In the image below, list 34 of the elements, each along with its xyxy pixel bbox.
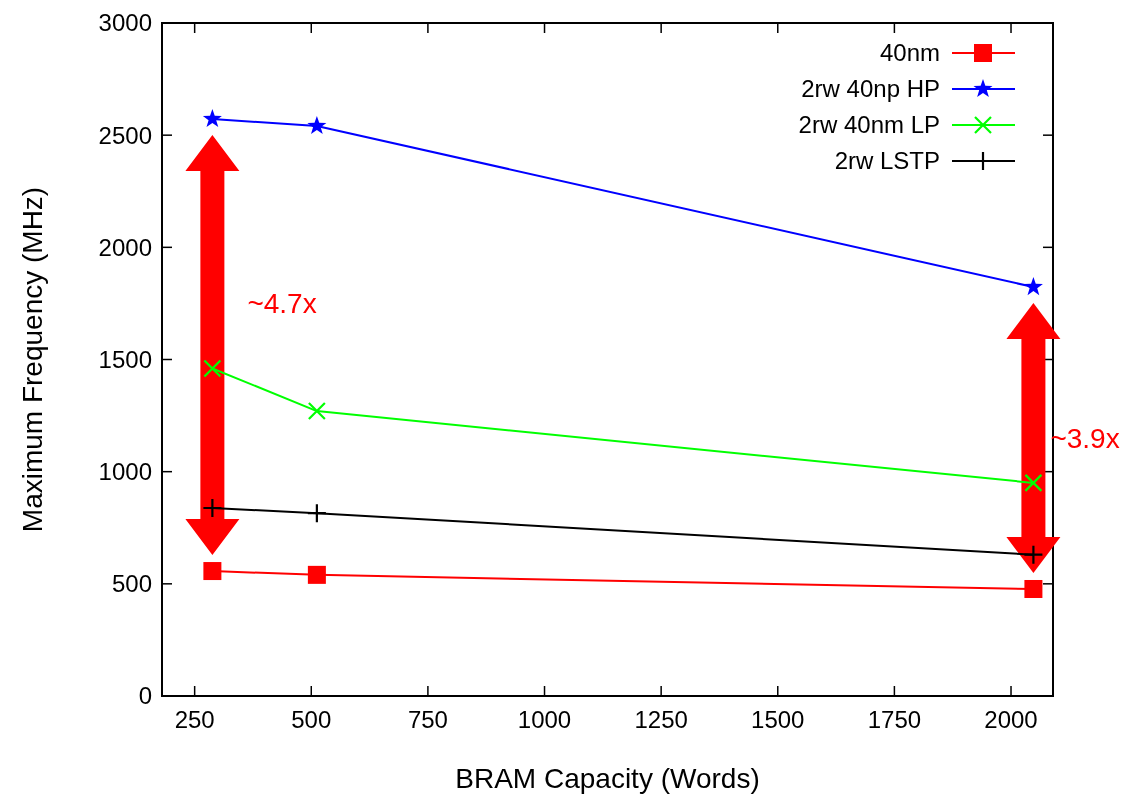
point xyxy=(1023,544,1044,565)
annotation: ~4.7x xyxy=(247,287,317,319)
x-tick-label: 1750 xyxy=(867,706,922,733)
y-tick-label: 2000 xyxy=(98,233,152,261)
legend-label: 2rw LSTP xyxy=(834,147,940,175)
x-tick-label: 750 xyxy=(407,706,448,733)
point xyxy=(307,115,327,135)
point xyxy=(203,359,222,378)
x-tick-label: 1000 xyxy=(517,706,572,733)
y-tick-label: 1000 xyxy=(98,458,152,486)
point xyxy=(1023,277,1043,296)
x-tick-label: 2000 xyxy=(984,706,1038,733)
point xyxy=(307,402,326,421)
point xyxy=(202,109,222,128)
point xyxy=(307,565,326,584)
point xyxy=(306,503,327,524)
point xyxy=(203,562,222,581)
x-axis-title: BRAM Capacity (Words) xyxy=(455,763,760,794)
y-tick-label: 2500 xyxy=(98,121,152,149)
legend-label: 40nm xyxy=(879,39,940,67)
y-axis-title: Maximum Frequency (MHz) xyxy=(17,186,48,533)
y-tick-label: 1500 xyxy=(98,345,152,373)
y-tick-label: 3000 xyxy=(98,9,152,37)
point xyxy=(1024,579,1043,598)
x-tick-label: 500 xyxy=(291,706,332,733)
x-tick-label: 1500 xyxy=(751,706,805,733)
x-tick-label: 250 xyxy=(174,706,215,733)
legend-label: 2rw 40nm LP xyxy=(798,111,940,139)
point xyxy=(202,497,223,519)
y-tick-label: 500 xyxy=(111,570,152,598)
x-tick-label: 1250 xyxy=(634,706,688,733)
y-tick-label: 0 xyxy=(138,682,152,710)
legend-label: 2rw 40np HP xyxy=(801,75,940,103)
point xyxy=(1024,473,1043,492)
